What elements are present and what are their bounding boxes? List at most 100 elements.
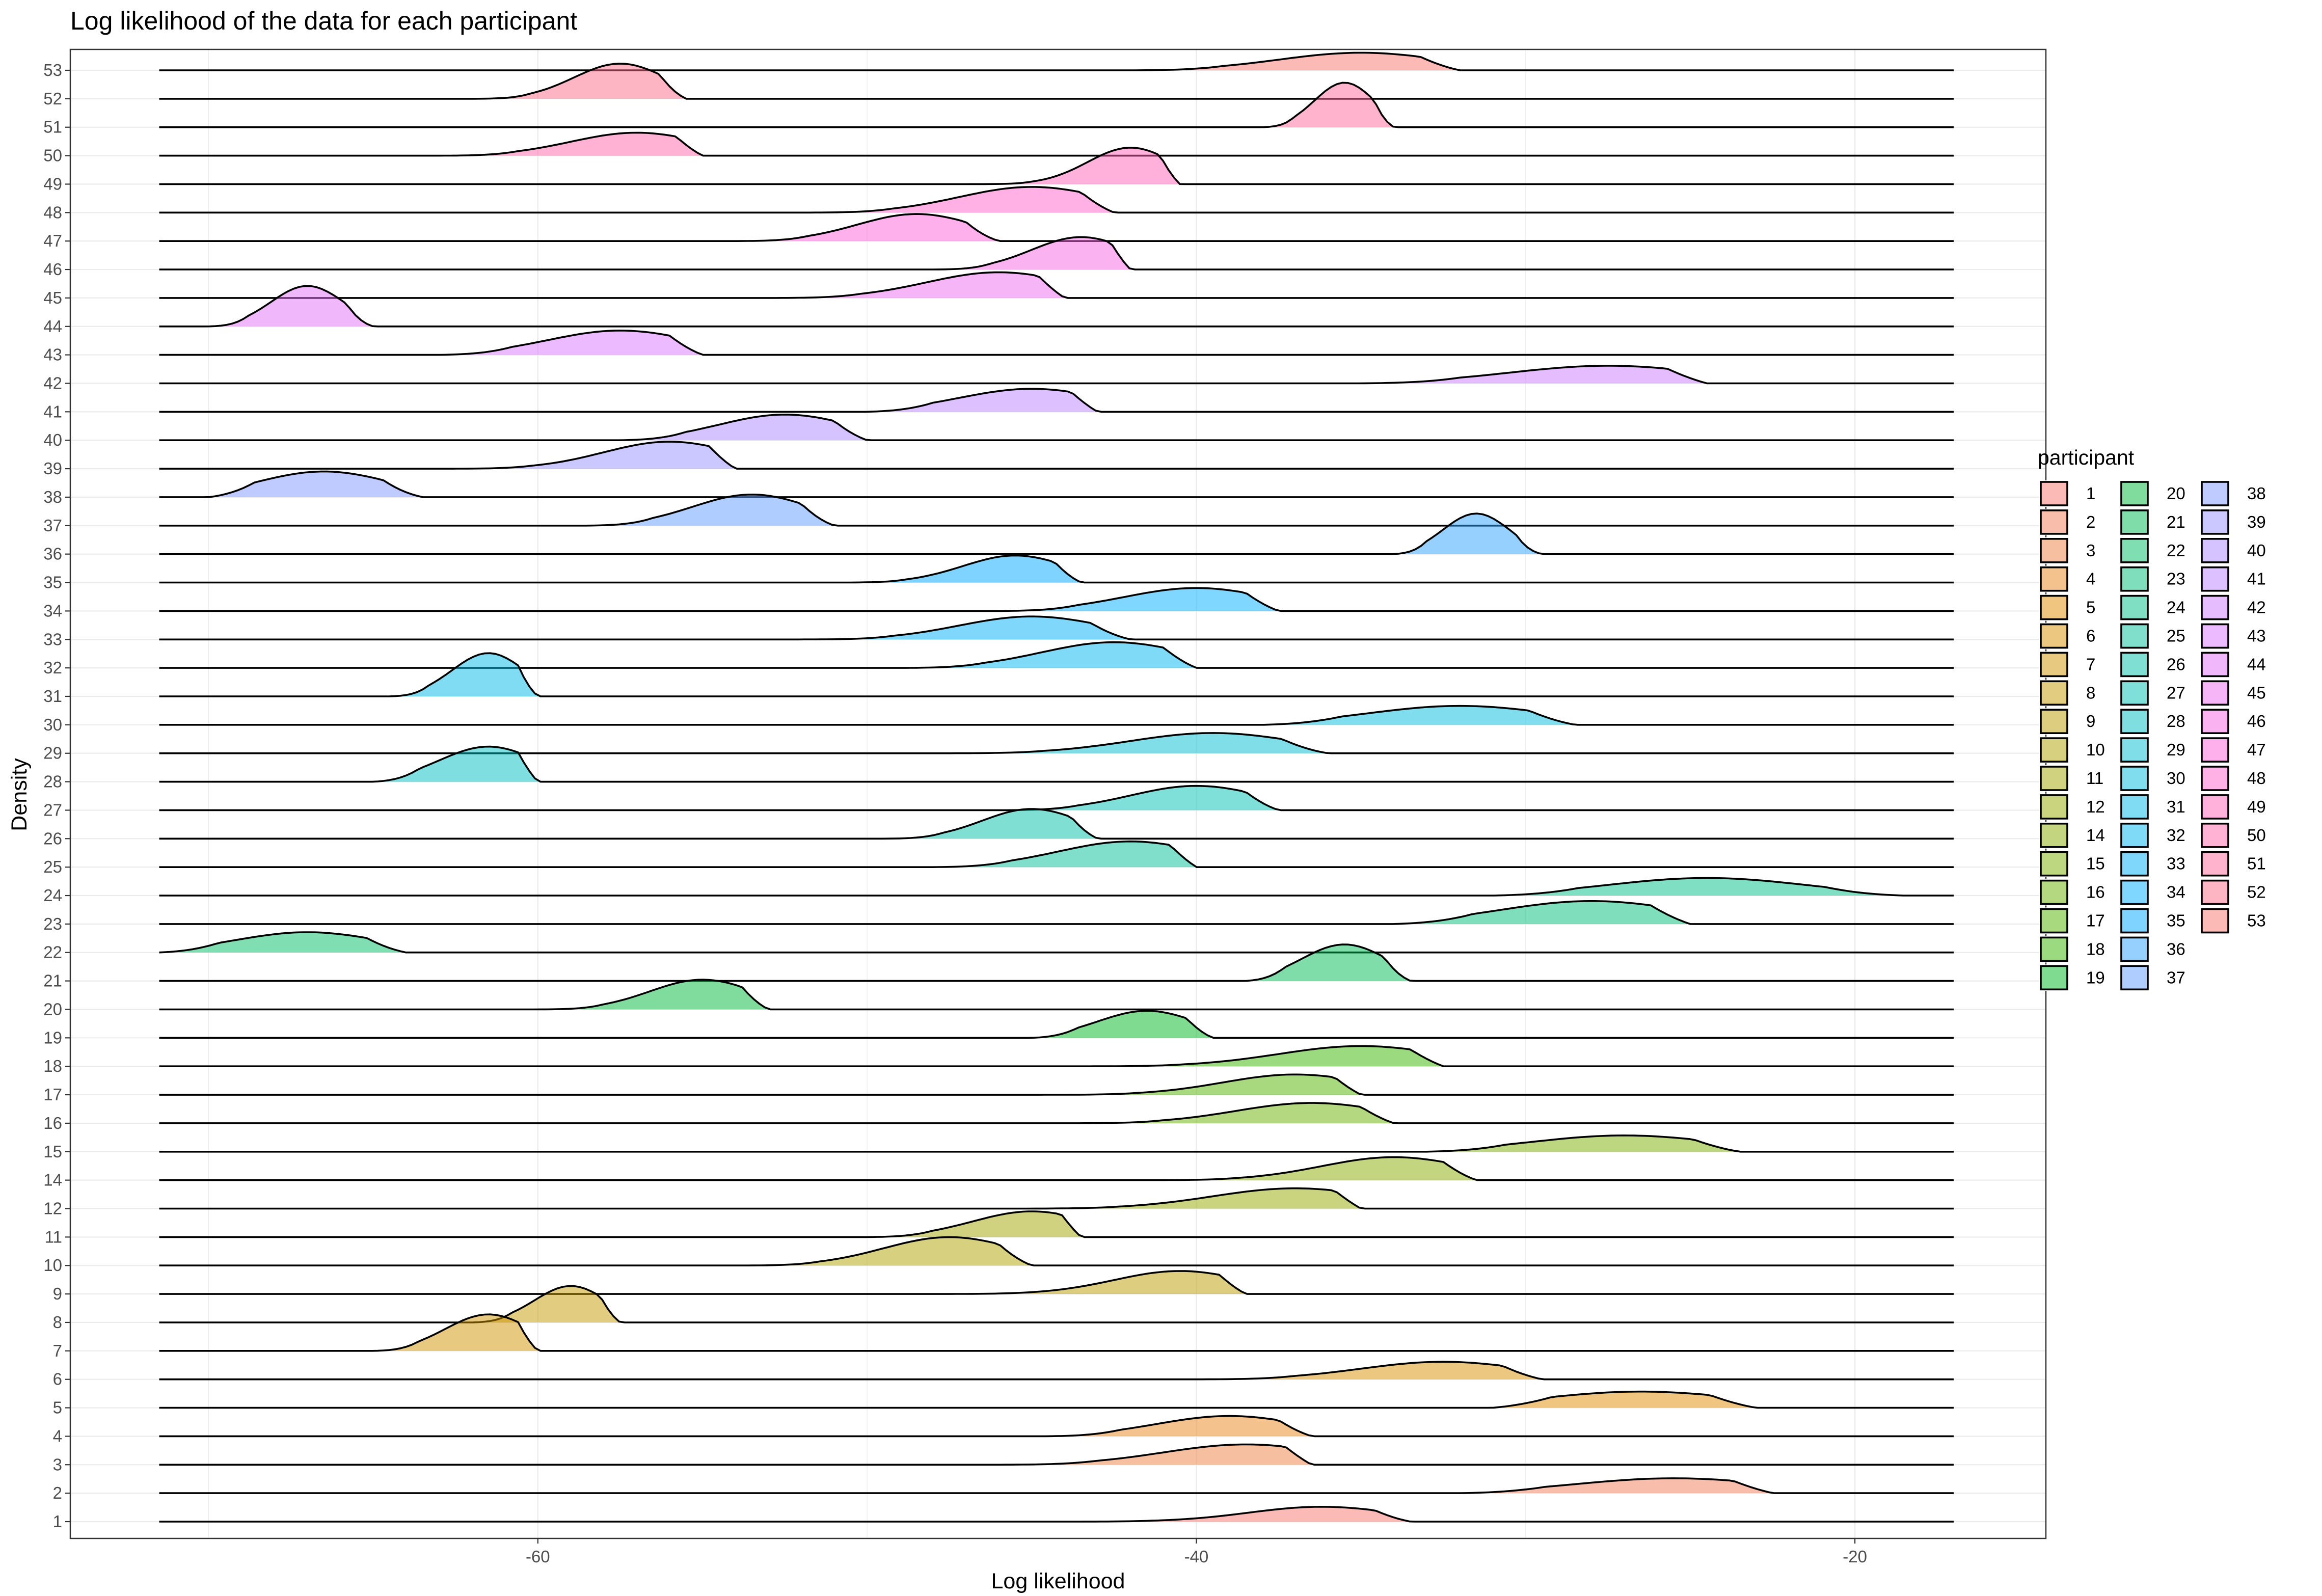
legend-label: 8 [2086, 683, 2095, 702]
ridge-participant-16 [159, 1102, 1954, 1124]
ridge-participant-10 [159, 1236, 1954, 1266]
legend-swatch [2040, 908, 2068, 934]
legend-item-52: 52 [2200, 879, 2266, 906]
legend-item-5: 5 [2039, 594, 2095, 621]
legend-swatch [2120, 652, 2149, 678]
legend-item-34: 34 [2120, 879, 2185, 906]
legend-label: 23 [2167, 570, 2185, 588]
y-tick-label: 8 [53, 1313, 62, 1332]
ridge-line [159, 441, 1954, 470]
ridge-participant-20 [159, 979, 1954, 1011]
ridge-area [159, 389, 1954, 412]
legend-swatch [2120, 823, 2149, 848]
legend-item-41: 41 [2200, 565, 2266, 592]
ridge-line [159, 1210, 1954, 1238]
legend-label: 52 [2247, 883, 2266, 902]
legend-label: 16 [2086, 883, 2105, 902]
ridge-participant-17 [159, 1073, 1954, 1096]
legend-item-15: 15 [2039, 850, 2105, 877]
ridge-participant-7 [159, 1313, 1954, 1352]
y-tick-label: 33 [43, 630, 62, 648]
legend-item-26: 26 [2120, 651, 2185, 678]
legend-label: 21 [2167, 512, 2185, 531]
ridge-line [159, 1134, 1954, 1153]
ridge-participant-42 [159, 365, 1954, 385]
ridge-participant-1 [159, 1506, 1954, 1523]
legend-swatch [2120, 509, 2149, 535]
y-tick-label: 48 [43, 203, 62, 222]
legend-swatch [2120, 680, 2149, 706]
legend-swatch [2120, 623, 2149, 649]
legend-item-32: 32 [2120, 822, 2185, 849]
ridge-area [159, 706, 1954, 725]
ridge-line [159, 1187, 1954, 1210]
ridge-area [159, 616, 1954, 640]
legend-swatch [2040, 680, 2068, 706]
legend-swatch [2120, 566, 2149, 592]
ridge-participant-40 [159, 414, 1954, 441]
y-tick-label: 18 [43, 1057, 62, 1075]
ridge-line [159, 236, 1954, 270]
legend-item-27: 27 [2120, 680, 2185, 707]
y-tick-label: 47 [43, 231, 62, 250]
ridge-area [159, 366, 1954, 384]
legend-label: 44 [2247, 655, 2266, 673]
y-tick-label: 20 [43, 999, 62, 1018]
legend-label: 26 [2167, 655, 2185, 673]
legend-swatch [2201, 481, 2229, 506]
legend-swatch [2201, 652, 2229, 678]
legend-swatch [2040, 538, 2068, 563]
legend-swatch [2201, 823, 2229, 848]
ridge-participant-25 [159, 840, 1954, 868]
y-tick-label: 36 [43, 545, 62, 563]
ridge-participant-39 [159, 441, 1954, 470]
x-axis: -60 -40 -20 [526, 1538, 1867, 1566]
legend-swatch [2040, 936, 2068, 962]
legend-item-28: 28 [2120, 708, 2185, 735]
y-tick-label: 17 [43, 1085, 62, 1104]
ridge-line [159, 330, 1954, 356]
legend-item-25: 25 [2120, 623, 2185, 650]
ridge-line [159, 1236, 1954, 1266]
ridge-line [159, 1361, 1954, 1381]
legend-label: 30 [2167, 769, 2185, 788]
ridge-participant-49 [159, 147, 1954, 185]
legend-item-48: 48 [2200, 765, 2266, 792]
ridge-participant-9 [159, 1270, 1954, 1295]
y-tick-label: 6 [53, 1370, 62, 1389]
legend-item-14: 14 [2039, 822, 2105, 849]
ridge-line [159, 652, 1954, 697]
x-tick-label: -40 [1184, 1547, 1209, 1566]
legend-item-4: 4 [2039, 565, 2095, 592]
y-tick-label: 27 [43, 800, 62, 819]
ridge-participant-37 [159, 494, 1954, 527]
legend-swatch [2120, 908, 2149, 934]
legend-swatch [2201, 766, 2229, 791]
ridge-line [159, 1073, 1954, 1096]
panel-background [70, 49, 2046, 1538]
legend-swatch [2120, 965, 2149, 991]
legend-swatch [2040, 652, 2068, 678]
legend-item-3: 3 [2039, 537, 2095, 564]
legend-label: 4 [2086, 570, 2095, 588]
legend-label: 42 [2247, 598, 2266, 617]
ridge-line [159, 186, 1954, 214]
ridge-line [159, 1415, 1954, 1438]
ridge-participant-24 [159, 877, 1954, 897]
legend-label: 45 [2247, 683, 2266, 702]
ridge-participant-14 [159, 1156, 1954, 1181]
ridge-line [159, 470, 1954, 498]
legend-swatch [2201, 566, 2229, 592]
legend-label: 6 [2086, 627, 2095, 645]
legend-item-8: 8 [2039, 680, 2095, 707]
ridge-participant-51 [159, 82, 1954, 128]
legend-label: 27 [2167, 683, 2185, 702]
y-tick-label: 34 [43, 601, 62, 620]
legend-item-46: 46 [2200, 708, 2266, 735]
y-tick-label: 4 [53, 1426, 62, 1445]
legend-swatch [2040, 594, 2068, 620]
legend-label: 31 [2167, 797, 2185, 816]
legend-swatch [2120, 709, 2149, 734]
ridge-line [159, 1477, 1954, 1494]
legend-swatch [2201, 851, 2229, 877]
